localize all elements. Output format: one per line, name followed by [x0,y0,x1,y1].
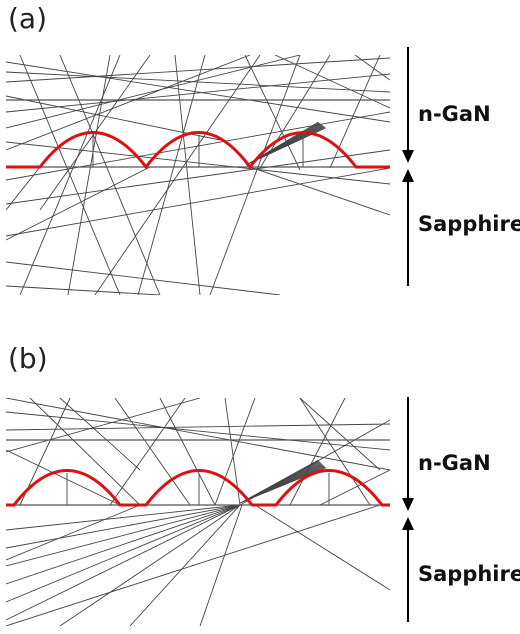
ray-trace-line [289,398,346,506]
ray-trace-line [6,504,241,567]
ray-trace-line [129,504,241,626]
ray-trace-line [6,166,41,211]
ray-trace-line [6,504,241,603]
ray-trace-line [329,55,381,169]
panel-b-label: (b) [8,342,48,375]
ray-trace-line [354,55,390,81]
ray-trace-line [6,504,381,626]
panel-a-rays [6,55,390,295]
ray-trace-line [137,55,206,295]
ray-trace-line [6,504,241,621]
ray-trace-line [59,55,161,295]
ray-trace-line [174,55,201,295]
ray-trace-line [6,95,221,141]
panel-a-sapphire-arrow [402,169,414,286]
ray-trace-line [6,167,390,237]
ray-trace-line [109,398,186,506]
ray-trace-line [6,55,301,129]
panel-b-diagram [6,397,414,626]
panel-b-ngan-label: n-GaN [418,451,491,475]
ray-trace-line [259,55,331,169]
panel-b-sapphire-arrow [402,517,414,622]
ray-trace-line [159,398,216,506]
ray-trace-line [249,166,390,216]
ray-trace-line [199,504,243,626]
panel-b-rays [6,398,390,626]
ray-trace-line [299,398,381,471]
ray-trace-line [67,55,111,295]
ray-trace-line [244,55,301,171]
panel-b-pattern-heights [66,473,330,505]
ray-trace-line [6,504,241,549]
ray-trace-line [6,61,390,123]
ray-trace-line [6,73,390,113]
ray-trace-line [6,504,241,531]
ray-trace-line [6,398,201,453]
ray-trace-line [6,141,390,185]
ray-trace-line [6,504,141,561]
ray-trace-line [6,57,390,83]
panel-b-ngan-arrow [402,397,414,511]
panel-a-pattern-heights [92,135,304,167]
ray-trace-line [214,398,256,506]
ray-trace-line [319,469,390,506]
ray-trace-line [209,55,301,295]
ray-trace-line [59,398,141,471]
panel-a-diagram [6,47,414,295]
ray-trace-line [6,285,161,295]
ray-trace-line [6,166,151,241]
ray-trace-line [59,504,241,626]
ray-trace-line [19,55,121,295]
ray-trace-line [6,504,241,585]
panel-a-ngan-label: n-GaN [418,102,491,126]
ray-trace-line [6,149,390,205]
ray-trace-line [114,398,191,506]
ray-trace-line [6,111,390,181]
panel-a-label: (a) [8,2,48,35]
ray-trace-line [6,55,251,151]
panel-b-sapphire-label: Sapphire [418,562,520,586]
ray-trace-line [254,504,390,591]
panel-b-hemispherical-pattern [6,469,390,507]
panel-a-hemispherical-pattern [6,131,390,170]
panel-a-ngan-arrow [402,47,414,163]
ray-trace-line [6,398,390,471]
panel-a-sapphire-label: Sapphire [418,212,520,236]
ray-trace-line [6,423,390,431]
ray-trace-line [6,449,121,506]
ray-trace-line [6,71,390,93]
ray-trace-line [29,398,141,506]
ray-trace-line [94,55,261,295]
ray-trace-line [6,411,390,451]
ray-trace-line [274,55,390,109]
